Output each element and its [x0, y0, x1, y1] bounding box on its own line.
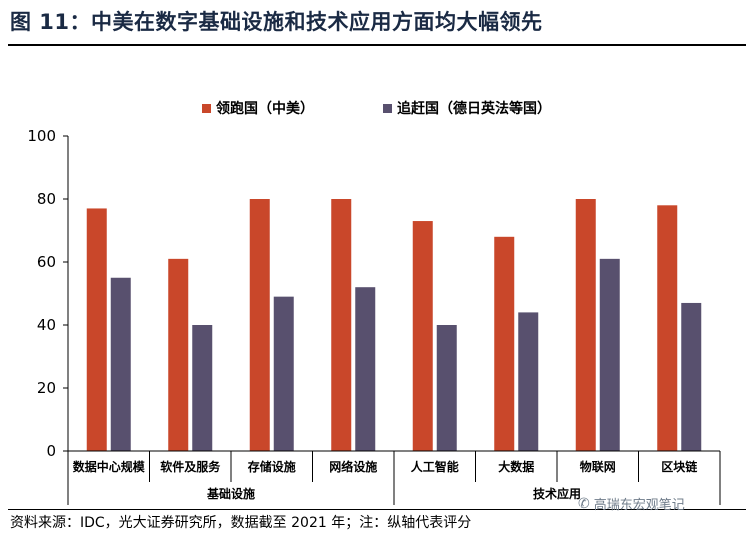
watermark-text: 高瑞东宏观笔记: [593, 498, 685, 513]
bar-0-5: [494, 236, 515, 451]
bar-1-1: [192, 325, 213, 451]
bar-0-4: [412, 221, 433, 451]
title-rule: [8, 44, 746, 46]
bar-1-5: [518, 312, 539, 451]
x-group-label: 技术应用: [533, 486, 581, 501]
bar-1-3: [355, 287, 376, 451]
bar-0-1: [168, 258, 189, 451]
source-note: 资料来源：IDC，光大证券研究所，数据截至 2021 年；注：纵轴代表评分: [10, 515, 472, 531]
bar-1-7: [681, 302, 702, 451]
x-category-label: 物联网: [580, 459, 616, 474]
legend-label-0: 领跑国（中美）: [216, 100, 314, 117]
x-group-label: 基础设施: [206, 486, 255, 501]
legend-swatch-0: [202, 104, 211, 113]
bar-0-7: [657, 205, 678, 451]
x-category-label: 人工智能: [411, 459, 459, 474]
legend-swatch-1: [383, 104, 392, 113]
x-category-label: 大数据: [498, 459, 534, 474]
wechat-icon: ✆: [578, 495, 590, 512]
bar-1-4: [436, 325, 457, 451]
y-tick-label: 100: [27, 127, 56, 145]
bar-0-3: [331, 199, 352, 451]
x-category-label: 区块链: [661, 459, 698, 474]
bar-0-6: [575, 199, 596, 451]
x-category-label: 存储设施: [247, 459, 296, 474]
bar-1-0: [110, 277, 131, 451]
watermark: ✆ 高瑞东宏观笔记: [578, 494, 685, 514]
legend-label-1: 追赶国（德日英法等国）: [397, 100, 551, 117]
bar-1-6: [599, 258, 620, 451]
y-axis: 0 20 40 60 80 100: [27, 127, 69, 460]
y-tick-label: 40: [37, 316, 56, 334]
bar-0-2: [249, 199, 270, 451]
bars: [86, 199, 702, 451]
x-category-label: 网络设施: [329, 459, 377, 474]
y-tick-label: 20: [37, 379, 56, 397]
legend: 领跑国（中美） 追赶国（德日英法等国）: [202, 100, 551, 117]
bar-1-2: [273, 296, 294, 451]
y-tick-label: 0: [46, 442, 56, 460]
x-category-label: 软件及服务: [160, 459, 221, 474]
x-category-label: 数据中心规模: [73, 459, 146, 474]
footer-rule: [8, 509, 746, 510]
bar-0-0: [86, 208, 107, 451]
y-tick-label: 60: [37, 253, 56, 271]
figure-title: 图 11：中美在数字基础设施和技术应用方面均大幅领先: [10, 10, 543, 34]
y-tick-label: 80: [37, 190, 56, 208]
